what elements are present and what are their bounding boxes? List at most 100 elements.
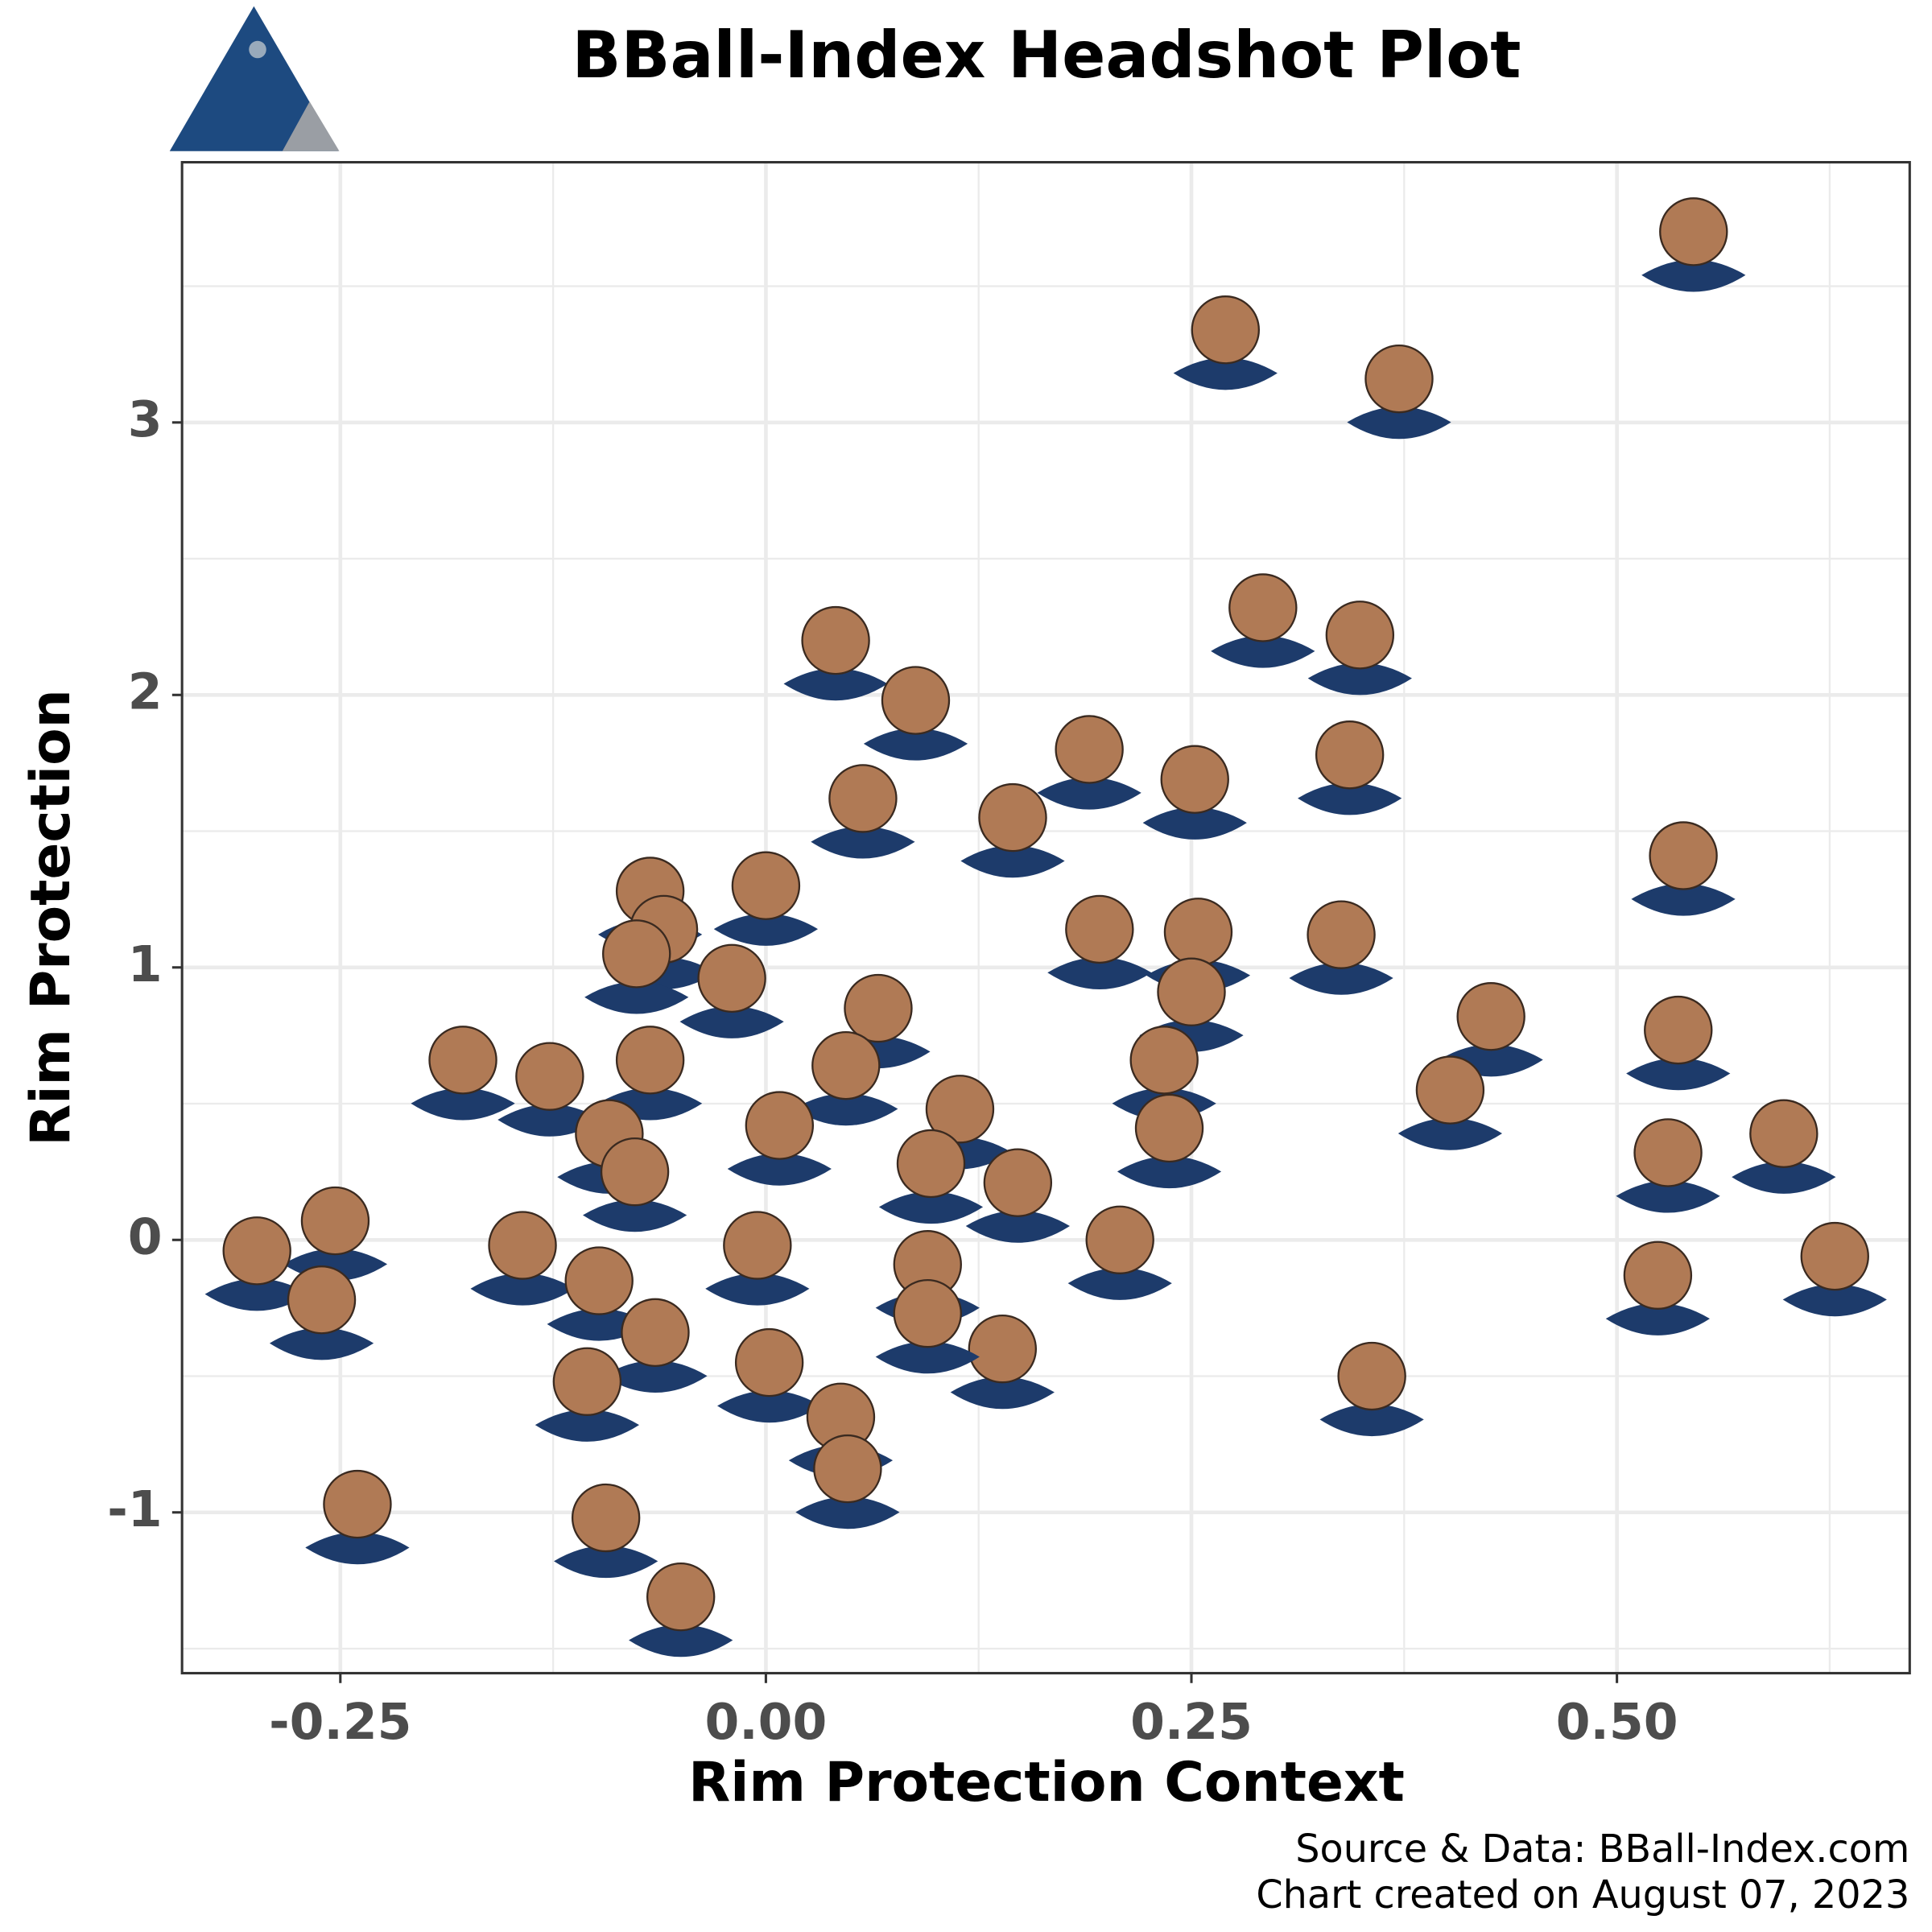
y-tick-label: 2 — [128, 663, 163, 720]
point — [323, 1469, 392, 1539]
jersey — [1641, 259, 1746, 292]
headshot — [598, 1026, 703, 1121]
jersey — [204, 1278, 309, 1311]
point — [287, 1265, 357, 1335]
point — [745, 1091, 815, 1160]
y-axis-title: Rim Protection — [19, 689, 82, 1146]
point — [602, 919, 671, 989]
headshot — [794, 1030, 898, 1126]
point — [1307, 900, 1376, 969]
jersey — [1047, 957, 1152, 990]
jersey — [411, 1088, 515, 1121]
headshot — [1173, 295, 1278, 390]
point — [844, 973, 913, 1043]
point — [1134, 1093, 1204, 1163]
jersey — [795, 1496, 900, 1530]
headshot — [795, 1434, 900, 1530]
point — [1160, 745, 1229, 814]
jersey — [1211, 635, 1315, 668]
point — [1659, 197, 1728, 266]
jersey — [1347, 407, 1451, 440]
point — [564, 1246, 634, 1315]
headshot — [603, 1298, 708, 1393]
headshot — [965, 1148, 1070, 1243]
point — [978, 782, 1047, 852]
jersey — [794, 1093, 898, 1126]
point — [621, 1298, 690, 1368]
jersey — [783, 668, 888, 701]
jersey — [950, 1377, 1055, 1410]
jersey — [1298, 782, 1402, 815]
y-tick-label: 0 — [128, 1208, 163, 1265]
point — [1129, 1026, 1199, 1095]
point — [697, 943, 766, 1013]
headshot — [1298, 720, 1402, 815]
jersey — [629, 1624, 733, 1657]
jersey — [582, 1199, 687, 1232]
point — [488, 1211, 557, 1280]
x-tick-label: 0.25 — [1130, 1693, 1253, 1751]
point — [828, 764, 898, 833]
headshot — [629, 1562, 733, 1657]
point — [1649, 821, 1718, 890]
point — [1163, 898, 1233, 967]
headshot — [1782, 1221, 1887, 1317]
jersey — [811, 826, 915, 859]
point — [731, 851, 801, 920]
jersey — [305, 1532, 410, 1565]
jersey — [878, 1191, 984, 1224]
date-note: Chart created on August 07, 2023 — [1256, 1873, 1909, 1918]
headshot — [1067, 1205, 1172, 1300]
point — [1644, 995, 1713, 1065]
jersey — [535, 1409, 640, 1442]
point — [968, 1314, 1038, 1384]
headshot — [1142, 745, 1247, 840]
headshot — [1732, 1099, 1836, 1194]
jersey — [713, 913, 819, 946]
point — [723, 1211, 792, 1280]
jersey — [1397, 1117, 1503, 1150]
headshot — [584, 919, 689, 1014]
point — [925, 1075, 995, 1144]
jersey — [705, 1273, 810, 1306]
jersey — [1631, 883, 1736, 916]
headshot — [1605, 1241, 1710, 1335]
headshot — [582, 1137, 687, 1232]
jersey — [269, 1327, 374, 1360]
headshot — [1631, 821, 1736, 916]
jersey — [1067, 1267, 1172, 1300]
headshot — [305, 1469, 410, 1565]
jersey — [863, 728, 968, 761]
headshot — [1626, 995, 1731, 1091]
jersey — [1037, 777, 1141, 810]
point — [646, 1562, 716, 1632]
point — [801, 605, 870, 675]
x-tick-label: 0.50 — [1556, 1693, 1678, 1751]
jersey — [875, 1341, 980, 1374]
headshot — [1047, 894, 1152, 990]
point — [1157, 957, 1226, 1026]
headshot — [1616, 1118, 1720, 1213]
headshot — [1037, 715, 1141, 810]
headshot — [204, 1216, 309, 1311]
jersey — [1616, 1180, 1720, 1213]
headshot — [1319, 1341, 1424, 1437]
x-tick-label: -0.25 — [269, 1693, 411, 1751]
headshot — [1211, 573, 1315, 668]
point — [1191, 295, 1260, 365]
jersey — [1732, 1161, 1836, 1194]
point — [1749, 1099, 1818, 1168]
point — [552, 1347, 622, 1416]
plot-frame — [180, 160, 1911, 1674]
point — [1633, 1118, 1703, 1187]
headshot — [950, 1314, 1055, 1410]
headshot — [411, 1026, 515, 1121]
headshot — [717, 1327, 822, 1423]
headshot — [1347, 344, 1451, 440]
chart-title: BBall-Index Headshot Plot — [572, 18, 1521, 93]
x-axis-title: Rim Protection Context — [688, 1750, 1405, 1814]
jersey — [960, 845, 1065, 878]
source-note: Source & Data: BBall-Index.com — [1295, 1827, 1909, 1872]
headshot — [1307, 601, 1412, 696]
